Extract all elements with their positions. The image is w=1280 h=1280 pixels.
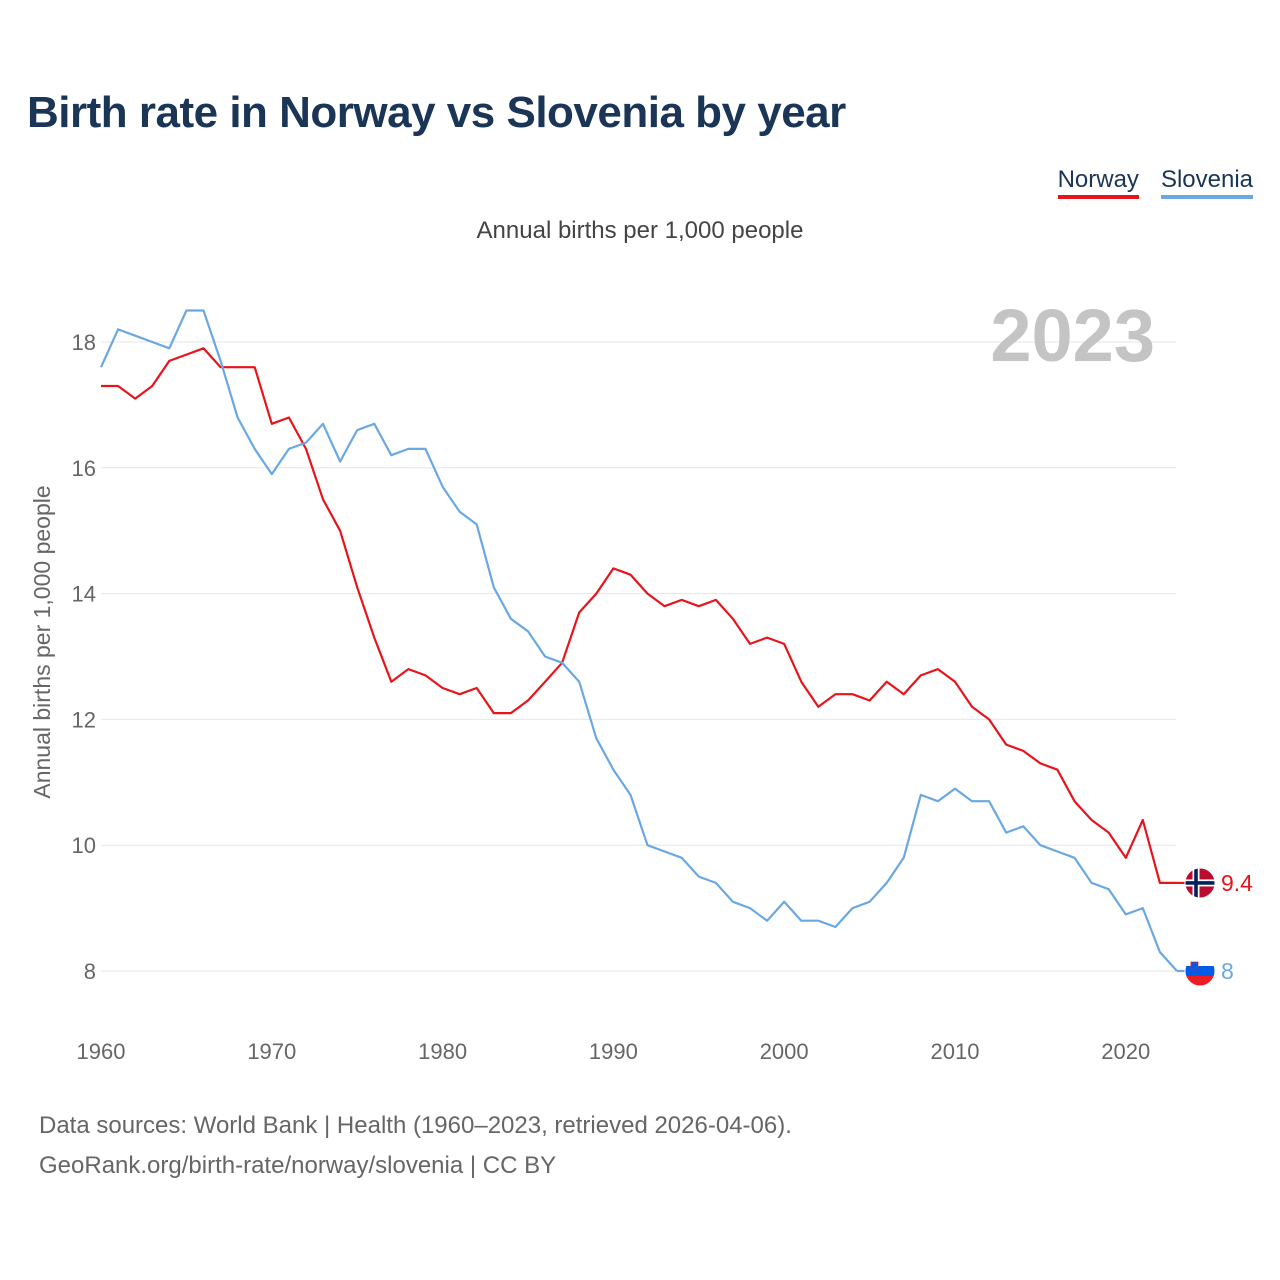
y-axis-ticks: 8 10 12 14 16 18 [72, 330, 96, 984]
legend: Norway Slovenia [1057, 166, 1253, 199]
y-axis-label: Annual births per 1,000 people [29, 485, 55, 798]
chart-subtitle: Annual births per 1,000 people [476, 217, 804, 244]
chart-title: Birth rate in Norway vs Slovenia by year [27, 88, 846, 137]
source-line: Data sources: World Bank | Health (1960–… [39, 1112, 792, 1139]
legend-item-norway[interactable]: Norway [1057, 166, 1139, 199]
y-tick-label: 18 [72, 330, 96, 355]
y-tick-label: 12 [72, 707, 96, 732]
current-year-label: 2023 [990, 294, 1155, 377]
x-tick-label: 2000 [760, 1039, 809, 1064]
end-markers: 9.48 [1177, 867, 1253, 987]
x-tick-label: 1970 [247, 1039, 296, 1064]
series-lines [99, 309, 1178, 972]
end-value-label: 9.4 [1221, 870, 1253, 896]
flag-border [1184, 955, 1216, 987]
source-note: Data sources: World Bank | Health (1960–… [39, 1106, 792, 1186]
y-tick-label: 16 [72, 456, 96, 481]
series-line-slovenia [99, 309, 1178, 972]
legend-item-slovenia[interactable]: Slovenia [1160, 166, 1253, 199]
x-tick-label: 2020 [1101, 1039, 1150, 1064]
norway-flag-icon [1184, 867, 1216, 899]
y-tick-label: 10 [72, 833, 96, 858]
flag-border [1184, 867, 1216, 899]
x-tick-label: 2010 [930, 1039, 979, 1064]
gridlines [101, 341, 1176, 972]
slovenia-flag-icon [1184, 955, 1216, 987]
line-chart: 8 10 12 14 16 18 1960 1970 1980 1990 2000 2010 2020… [29, 294, 1253, 1064]
x-tick-label: 1990 [589, 1039, 638, 1064]
y-tick-label: 8 [84, 959, 96, 984]
end-value-label: 8 [1221, 958, 1234, 984]
y-tick-label: 14 [72, 582, 96, 607]
x-tick-label: 1960 [77, 1039, 126, 1064]
x-tick-label: 1980 [418, 1039, 467, 1064]
x-axis-ticks: 1960 1970 1980 1990 2000 2010 2020 [77, 1039, 1151, 1064]
series-line-norway [101, 347, 1177, 885]
source-url[interactable]: GeoRank.org/birth-rate/norway/slovenia |… [39, 1152, 557, 1179]
